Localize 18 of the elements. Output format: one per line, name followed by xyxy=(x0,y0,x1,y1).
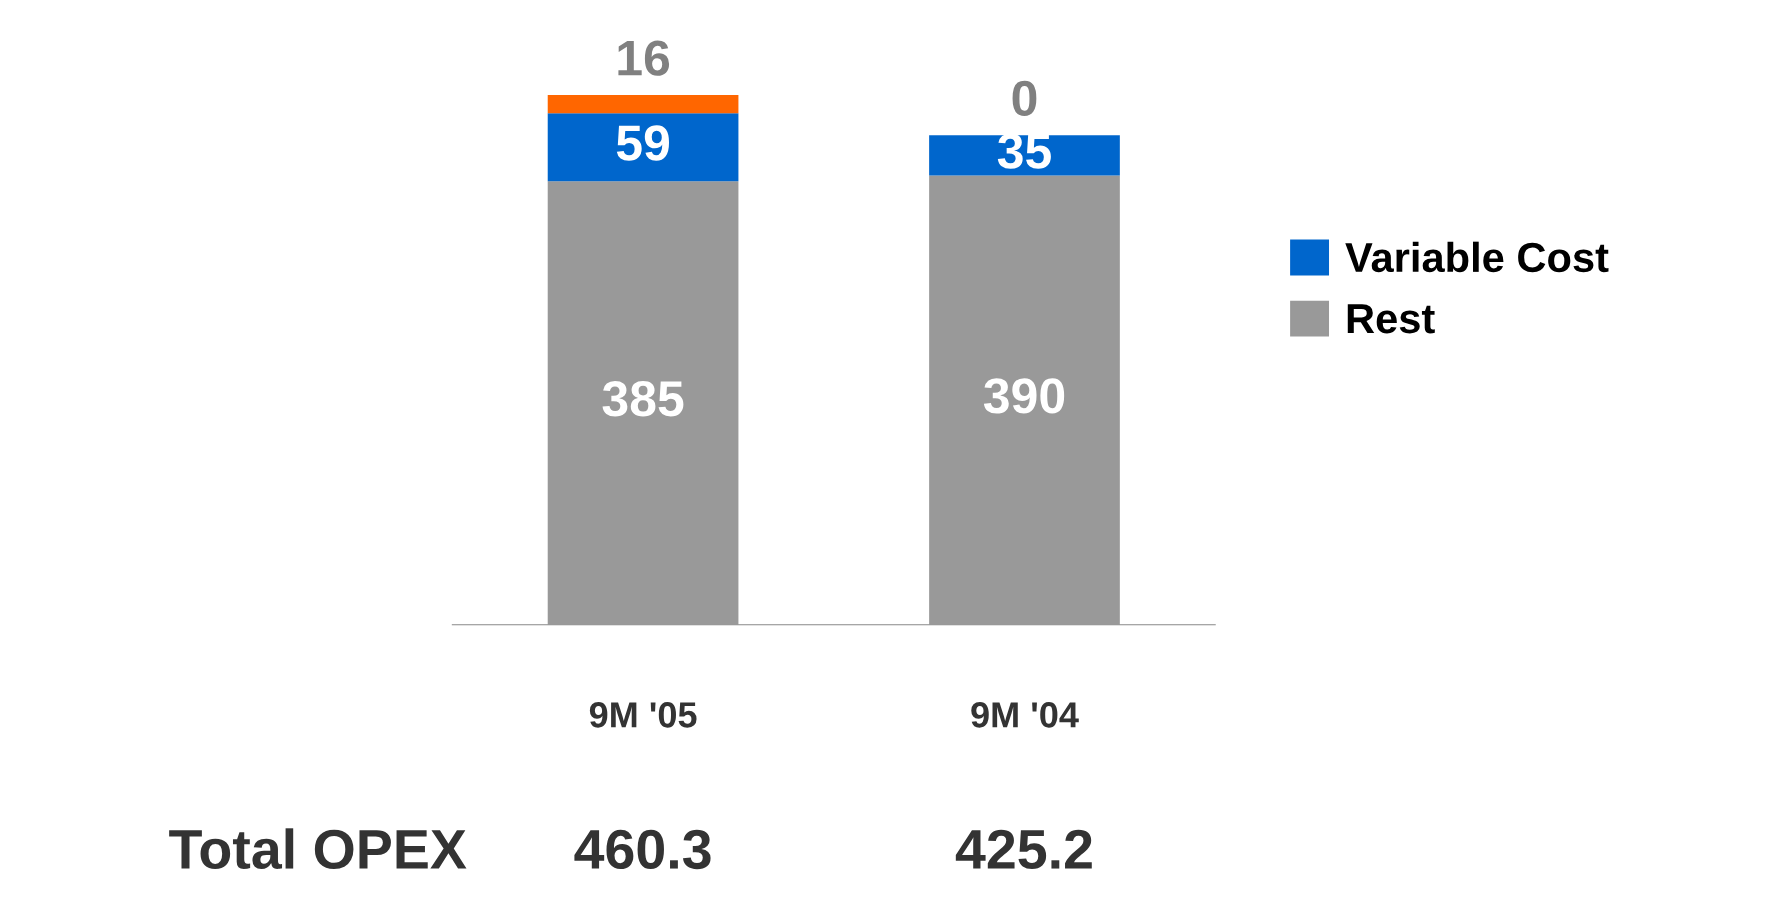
data-label: 0 xyxy=(1012,80,1037,117)
text: 460.3 xyxy=(574,829,711,870)
data-label: 35 xyxy=(997,133,1051,169)
legend-label: Variable Cost xyxy=(1345,241,1609,273)
legend-label: Rest xyxy=(1347,304,1435,334)
x-tick-label: 9M '04 xyxy=(971,702,1079,728)
bar xyxy=(929,135,1120,176)
data-label: 390 xyxy=(983,378,1065,414)
bar xyxy=(547,94,739,114)
text: Total OPEX xyxy=(169,828,467,870)
bar xyxy=(929,175,1120,625)
x-tick-label: 9M '05 xyxy=(589,702,697,728)
data-label: 59 xyxy=(616,125,670,161)
data-label: 385 xyxy=(602,381,684,417)
data-label: 16 xyxy=(618,40,670,76)
text: 425.2 xyxy=(955,829,1092,870)
bar xyxy=(547,181,739,625)
bar xyxy=(547,113,739,182)
